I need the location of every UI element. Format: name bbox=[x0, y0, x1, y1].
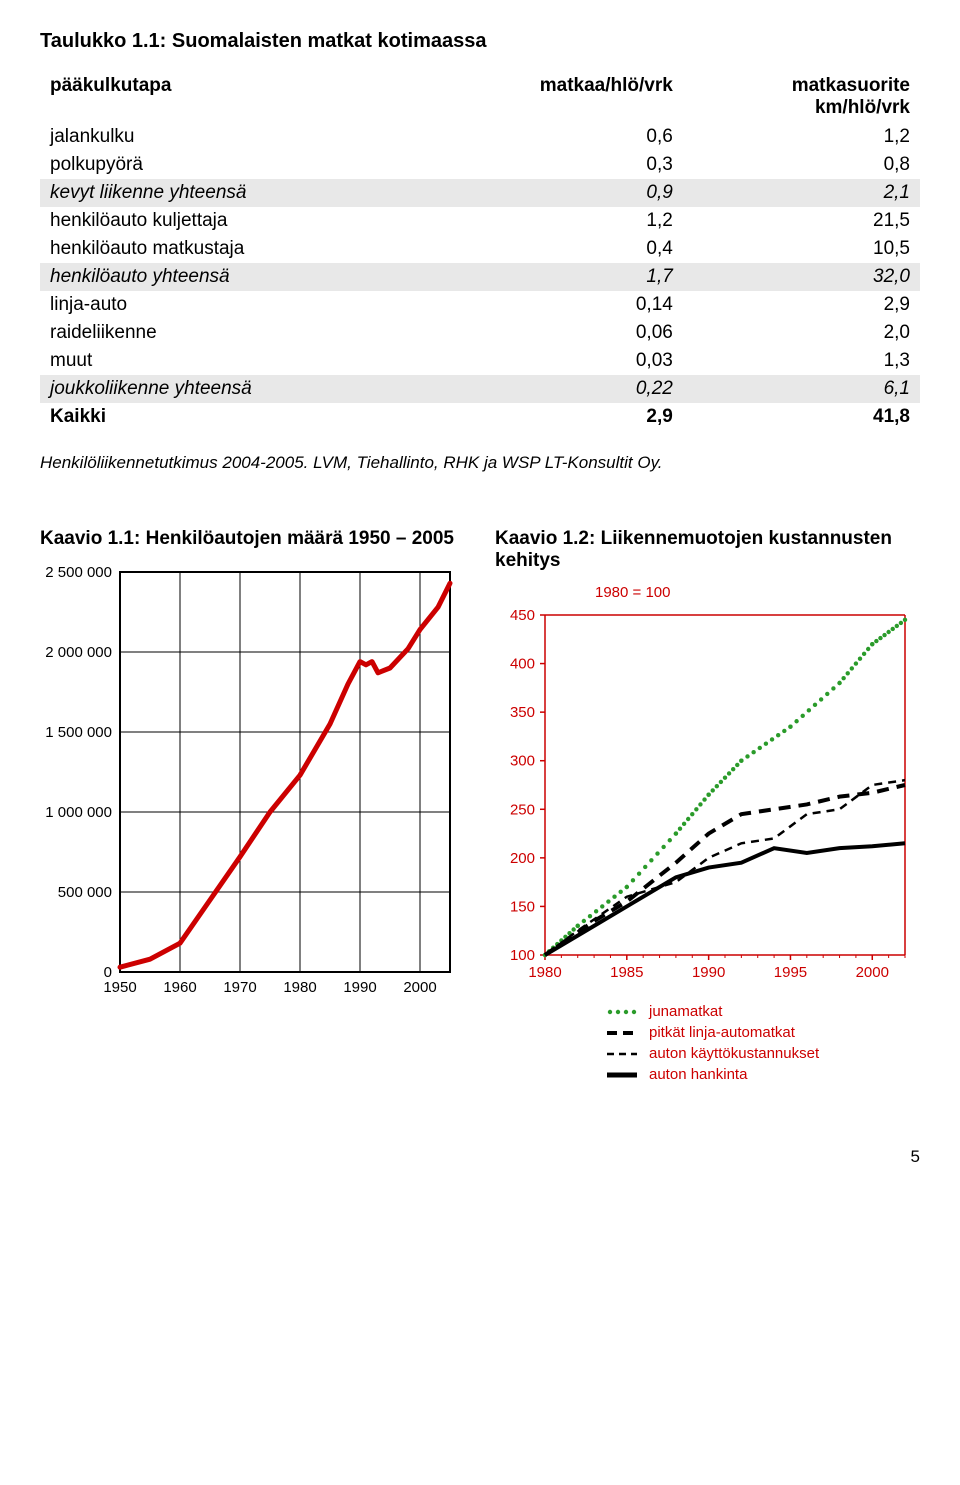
svg-text:450: 450 bbox=[510, 607, 535, 624]
table-row: muut0,031,3 bbox=[40, 347, 920, 375]
svg-text:2000: 2000 bbox=[856, 964, 889, 981]
svg-text:350: 350 bbox=[510, 704, 535, 721]
svg-text:300: 300 bbox=[510, 753, 535, 770]
svg-text:2 000 000: 2 000 000 bbox=[45, 644, 112, 661]
travel-table: pääkulkutapa matkaa/hlö/vrk matkasuorite… bbox=[40, 71, 920, 431]
svg-text:1970: 1970 bbox=[223, 979, 256, 996]
legend-item: auton hankinta bbox=[605, 1066, 920, 1083]
table-row: linja-auto0,142,9 bbox=[40, 291, 920, 319]
legend-item: junamatkat bbox=[605, 1003, 920, 1020]
svg-text:1960: 1960 bbox=[163, 979, 196, 996]
table-row: henkilöauto matkustaja0,410,5 bbox=[40, 235, 920, 263]
svg-text:1990: 1990 bbox=[343, 979, 376, 996]
table-row: henkilöauto kuljettaja1,221,5 bbox=[40, 207, 920, 235]
source-text: Henkilöliikennetutkimus 2004-2005. LVM, … bbox=[40, 453, 920, 473]
th-trips: matkaa/hlö/vrk bbox=[420, 71, 683, 123]
svg-text:1995: 1995 bbox=[774, 964, 807, 981]
svg-text:1 000 000: 1 000 000 bbox=[45, 804, 112, 821]
chart2-ref-label: 1980 = 100 bbox=[595, 584, 920, 601]
svg-text:1950: 1950 bbox=[103, 979, 136, 996]
svg-text:400: 400 bbox=[510, 656, 535, 673]
legend-item: auton käyttökustannukset bbox=[605, 1045, 920, 1062]
th-dist: matkasuorite km/hlö/vrk bbox=[683, 71, 920, 123]
table-row: joukkoliikenne yhteensä0,226,1 bbox=[40, 375, 920, 403]
svg-text:500 000: 500 000 bbox=[58, 884, 112, 901]
table-row: Kaikki2,941,8 bbox=[40, 403, 920, 431]
svg-text:1980: 1980 bbox=[528, 964, 561, 981]
svg-text:1990: 1990 bbox=[692, 964, 725, 981]
chart1: 0500 0001 000 0001 500 0002 000 0002 500… bbox=[40, 562, 465, 1002]
svg-text:100: 100 bbox=[510, 947, 535, 964]
svg-text:200: 200 bbox=[510, 850, 535, 867]
table-row: raideliikenne0,062,0 bbox=[40, 319, 920, 347]
svg-text:1985: 1985 bbox=[610, 964, 643, 981]
th-mode: pääkulkutapa bbox=[40, 71, 420, 123]
table-row: jalankulku0,61,2 bbox=[40, 123, 920, 151]
page-number: 5 bbox=[40, 1147, 920, 1167]
svg-text:250: 250 bbox=[510, 801, 535, 818]
table-row: henkilöauto yhteensä1,732,0 bbox=[40, 263, 920, 291]
chart2-legend: junamatkat pitkät linja-automatkat auton k… bbox=[605, 1003, 920, 1083]
legend-item: pitkät linja-automatkat bbox=[605, 1024, 920, 1041]
svg-text:150: 150 bbox=[510, 898, 535, 915]
table-row: polkupyörä0,30,8 bbox=[40, 151, 920, 179]
svg-text:2 500 000: 2 500 000 bbox=[45, 564, 112, 581]
svg-text:2000: 2000 bbox=[403, 979, 436, 996]
chart2-title: Kaavio 1.2: Liikennemuotojen kustannuste… bbox=[495, 528, 920, 572]
svg-text:1 500 000: 1 500 000 bbox=[45, 724, 112, 741]
table-title: Taulukko 1.1: Suomalaisten matkat kotima… bbox=[40, 30, 920, 53]
svg-text:1980: 1980 bbox=[283, 979, 316, 996]
chart1-title: Kaavio 1.1: Henkilöautojen määrä 1950 – … bbox=[40, 528, 465, 550]
chart2: 100 150 200 250 300 350 400 450 1980 1985 1990 1995… bbox=[495, 605, 920, 985]
table-row: kevyt liikenne yhteensä0,92,1 bbox=[40, 179, 920, 207]
